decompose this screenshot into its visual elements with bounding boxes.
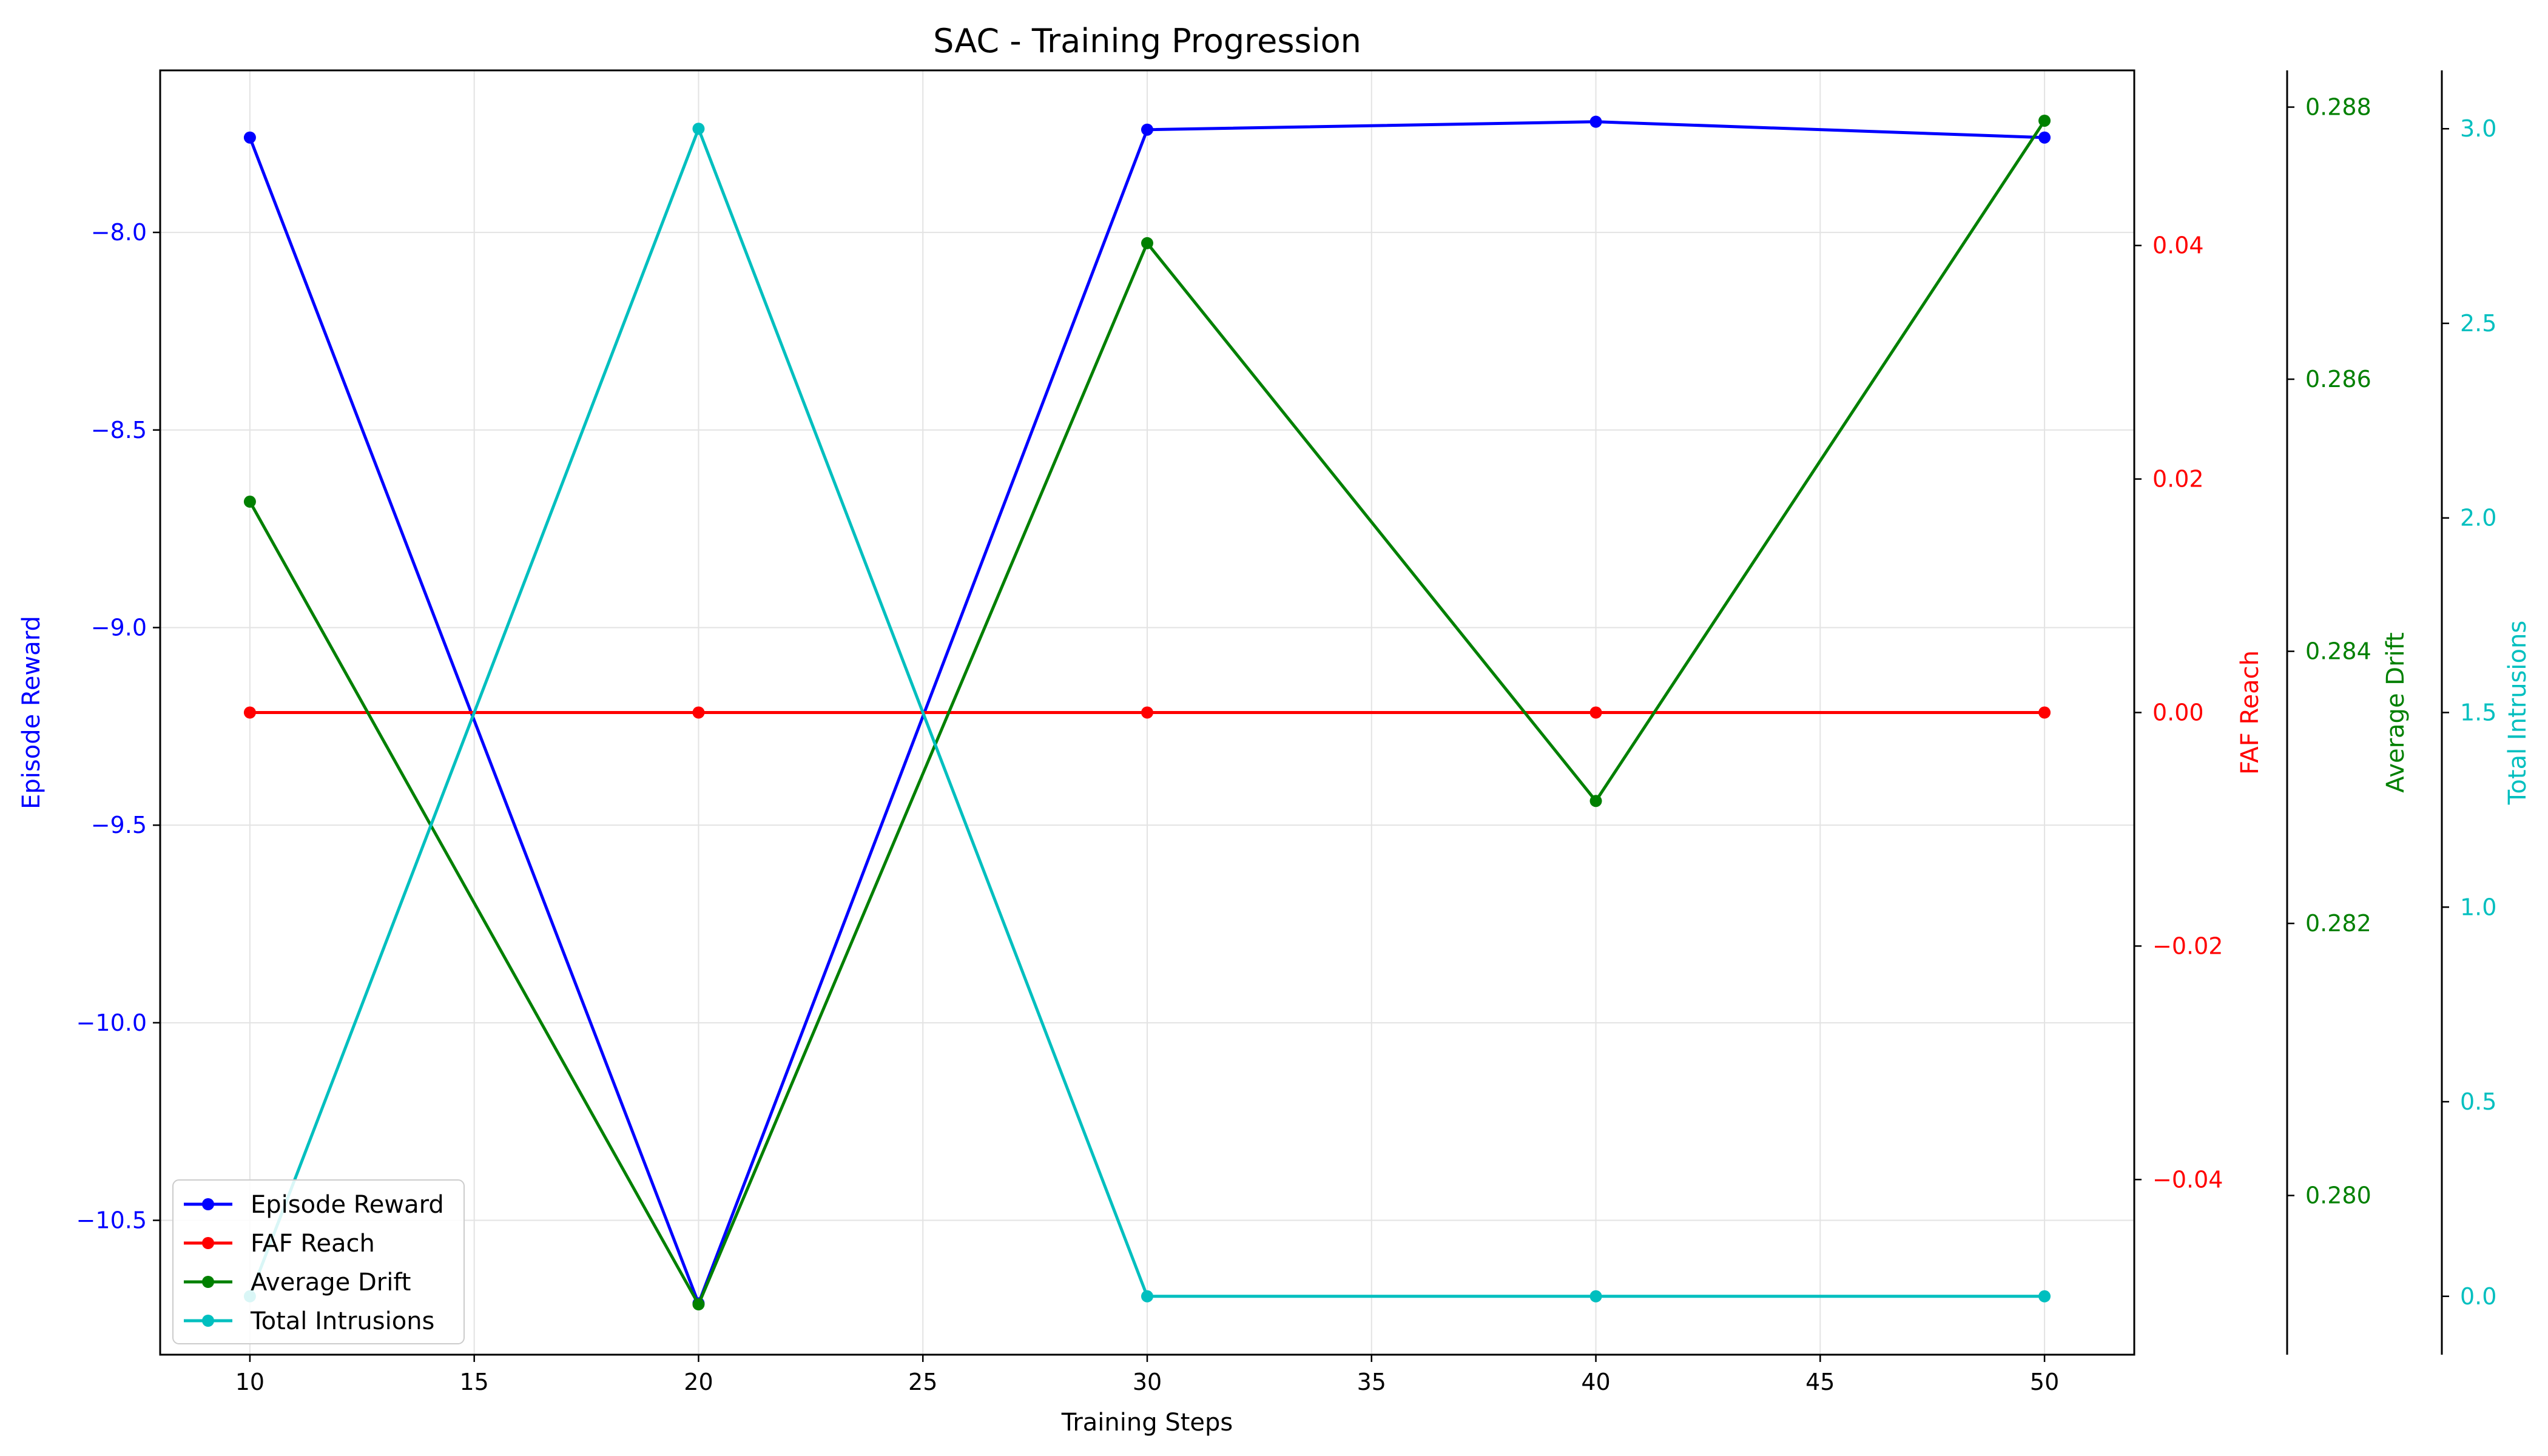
average-drift-legend-label: Average Drift [251,1269,411,1296]
x-tick-label: 15 [460,1369,489,1395]
x-tick-label: 40 [1581,1369,1610,1395]
total-intrusions-tick-label: 2.0 [2460,505,2496,531]
average-drift-axis-title: Average Drift [2382,632,2410,792]
total-intrusions-tick-label: 2.5 [2460,310,2496,337]
x-tick-label: 25 [908,1369,937,1395]
total-intrusions-legend-marker [202,1315,214,1327]
legend: Episode Reward FAF Reach Average Drift Tota… [172,1179,465,1344]
x-tick-label: 20 [684,1369,713,1395]
average-drift-point [1141,237,1153,249]
average-drift-point [243,495,256,508]
average-drift-point [2038,114,2051,127]
total-intrusions-tick-label: 1.5 [2460,699,2496,726]
faf-reach-point [692,706,705,719]
x-tick-label: 35 [1357,1369,1386,1395]
faf-reach-tick-label: 0.04 [2152,232,2204,259]
legend-box [172,1179,465,1344]
episode-reward-point [2038,131,2051,144]
faf-reach-point [1589,706,1602,719]
average-drift-point [692,1298,705,1311]
series-lines [243,114,2051,1311]
x-tick-label: 50 [2030,1369,2059,1395]
episode-reward-axis-title: Episode Reward [18,616,46,809]
total-intrusions-legend-label: Total Intrusions [250,1307,434,1335]
total-intrusions-tick-label: 0.5 [2460,1088,2496,1115]
episode-reward-legend-label: Episode Reward [251,1191,444,1219]
x-tick-label: 30 [1133,1369,1162,1395]
average-drift-tick-label: 0.284 [2305,638,2371,665]
episode-reward-point [1589,115,1602,128]
total-intrusions-point [692,123,705,135]
episode-reward-tick-label: −9.0 [91,614,147,641]
x-axis-title: Training Steps [1061,1409,1233,1437]
average-drift-tick-label: 0.288 [2305,94,2371,121]
faf-reach-tick-label: 0.00 [2152,699,2204,726]
total-intrusions-axis-title: Total Intrusions [2504,621,2532,805]
x-tick-label: 10 [235,1369,265,1395]
episode-reward-tick-label: −8.5 [91,417,147,443]
total-intrusions-tick-label: 1.0 [2460,894,2496,920]
episode-reward-tick-label: −10.0 [76,1009,147,1036]
episode-reward-tick-label: −8.0 [91,219,147,246]
average-drift-tick-label: 0.282 [2305,910,2371,937]
average-drift-legend-marker [202,1276,214,1288]
faf-reach-point [243,706,256,719]
total-intrusions-tick-label: 3.0 [2460,115,2496,142]
total-intrusions-point [1141,1290,1153,1303]
chart-title: SAC - Training Progression [933,22,1361,60]
faf-reach-point [2038,706,2051,719]
episode-reward-legend-marker [202,1198,214,1210]
faf-reach-tick-label: −0.02 [2152,932,2223,959]
total-intrusions-point [2038,1290,2051,1303]
average-drift-point [1589,795,1602,807]
faf-reach-tick-label: −0.04 [2152,1166,2223,1193]
average-drift-tick-label: 0.286 [2305,366,2371,393]
faf-reach-legend-label: FAF Reach [251,1230,375,1258]
faf-reach-tick-label: 0.02 [2152,466,2204,493]
episode-reward-tick-label: −9.5 [91,812,147,838]
x-tick-label: 45 [1805,1369,1835,1395]
total-intrusions-point [1589,1290,1602,1303]
total-intrusions-tick-label: 0.0 [2460,1283,2496,1310]
episode-reward-point [1141,123,1153,136]
episode-reward-tick-label: −10.5 [76,1207,147,1234]
axes: 10 15 20 25 30 35 40 45 50 −8.0 −8.5 −9.0 −9.5 −10.0 −… [18,70,2532,1395]
faf-reach-point [1141,706,1153,719]
episode-reward-point [243,131,256,144]
average-drift-tick-label: 0.280 [2305,1182,2371,1209]
faf-reach-legend-marker [202,1237,214,1249]
faf-reach-axis-title: FAF Reach [2236,650,2264,775]
